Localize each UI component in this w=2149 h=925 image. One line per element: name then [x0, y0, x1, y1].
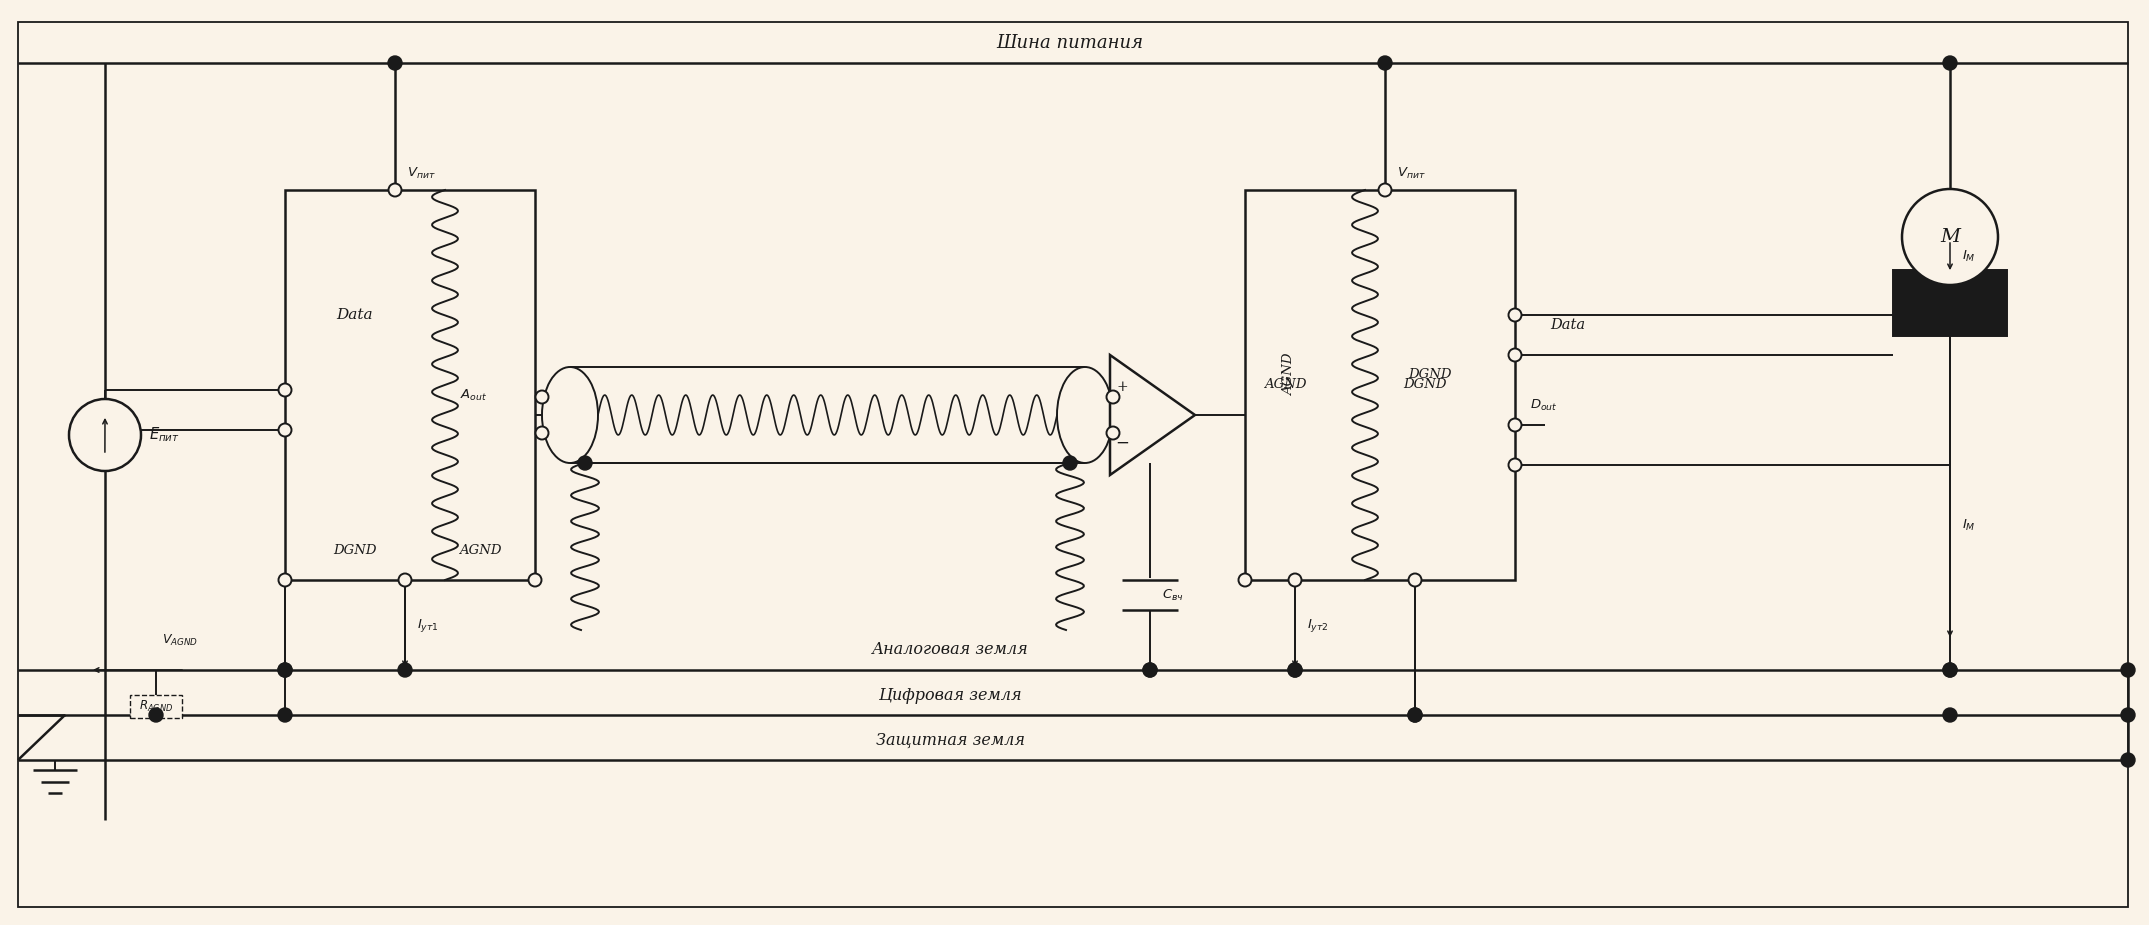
- Circle shape: [535, 390, 548, 403]
- Text: DGND: DGND: [1408, 368, 1453, 381]
- Circle shape: [1107, 390, 1120, 403]
- Circle shape: [1287, 663, 1302, 677]
- Circle shape: [398, 574, 410, 586]
- Bar: [1893, 270, 2007, 336]
- Text: $V_{пит}$: $V_{пит}$: [1397, 166, 1425, 180]
- Circle shape: [1238, 574, 1251, 586]
- Circle shape: [1289, 574, 1302, 586]
- Circle shape: [277, 708, 292, 722]
- Bar: [286, 190, 535, 580]
- Circle shape: [2121, 708, 2134, 722]
- Circle shape: [1143, 663, 1156, 677]
- Circle shape: [1509, 349, 1521, 362]
- Text: −: −: [1115, 435, 1128, 451]
- Text: $A_{out}$: $A_{out}$: [460, 388, 488, 402]
- Circle shape: [1943, 56, 1958, 70]
- Circle shape: [279, 574, 292, 586]
- Text: $I_M$: $I_M$: [1962, 517, 1975, 533]
- Text: Data: Data: [337, 308, 374, 322]
- Circle shape: [2121, 753, 2134, 767]
- Ellipse shape: [542, 367, 597, 463]
- Circle shape: [1378, 183, 1393, 196]
- Circle shape: [1408, 708, 1423, 722]
- Text: $D_{out}$: $D_{out}$: [1530, 398, 1558, 413]
- Circle shape: [2121, 663, 2134, 677]
- Circle shape: [277, 663, 292, 677]
- Text: Шина питания: Шина питания: [997, 34, 1143, 52]
- Text: AGND: AGND: [458, 544, 501, 557]
- Circle shape: [389, 56, 402, 70]
- Text: $I_{ут2}$: $I_{ут2}$: [1307, 616, 1328, 634]
- Circle shape: [389, 183, 402, 196]
- Text: DGND: DGND: [333, 544, 376, 557]
- Circle shape: [279, 384, 292, 397]
- Bar: [129, 695, 183, 718]
- Circle shape: [398, 663, 413, 677]
- Circle shape: [1378, 56, 1393, 70]
- Circle shape: [1107, 426, 1120, 439]
- Circle shape: [1943, 663, 1958, 677]
- Circle shape: [529, 574, 542, 586]
- Text: DGND: DGND: [1403, 378, 1446, 391]
- Circle shape: [1408, 708, 1423, 722]
- Circle shape: [1143, 663, 1156, 677]
- Circle shape: [1943, 708, 1958, 722]
- Circle shape: [279, 424, 292, 437]
- Circle shape: [1943, 663, 1958, 677]
- Text: M: M: [1941, 228, 1960, 246]
- Circle shape: [1408, 574, 1420, 586]
- Text: Аналоговая земля: Аналоговая земля: [872, 642, 1029, 659]
- Text: $E_{пит}$: $E_{пит}$: [148, 426, 181, 444]
- Text: $I_M$: $I_M$: [1962, 249, 1975, 264]
- Text: $R_{AGND}$: $R_{AGND}$: [140, 699, 174, 714]
- Circle shape: [1509, 459, 1521, 472]
- Circle shape: [1509, 418, 1521, 431]
- Circle shape: [1064, 456, 1077, 470]
- Text: AGND: AGND: [1264, 378, 1307, 391]
- Polygon shape: [1111, 355, 1195, 475]
- Circle shape: [578, 456, 591, 470]
- Text: AGND: AGND: [1283, 353, 1296, 396]
- Circle shape: [1509, 309, 1521, 322]
- Text: Data: Data: [1549, 318, 1586, 332]
- Circle shape: [277, 663, 292, 677]
- Text: $V_{пит}$: $V_{пит}$: [406, 166, 436, 180]
- Text: Защитная земля: Защитная земля: [875, 732, 1025, 748]
- Text: Цифровая земля: Цифровая земля: [879, 686, 1021, 704]
- Circle shape: [69, 399, 142, 471]
- Circle shape: [1287, 663, 1302, 677]
- Circle shape: [148, 708, 163, 722]
- Text: $C_{вч}$: $C_{вч}$: [1163, 587, 1184, 602]
- Ellipse shape: [1057, 367, 1113, 463]
- Bar: [1244, 190, 1515, 580]
- Circle shape: [1902, 189, 1999, 285]
- Circle shape: [535, 426, 548, 439]
- Text: +: +: [1115, 380, 1128, 394]
- Text: $V_{AGND}$: $V_{AGND}$: [161, 633, 198, 648]
- Text: $I_{ут1}$: $I_{ут1}$: [417, 616, 438, 634]
